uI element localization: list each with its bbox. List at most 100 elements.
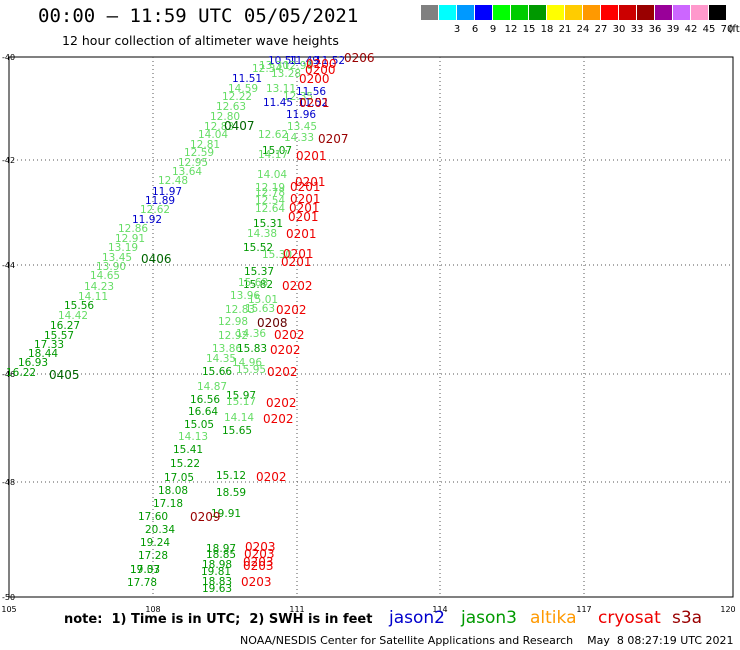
swh-observation: 14.04 — [257, 169, 287, 181]
satellite-pass-label: 0203 — [243, 555, 274, 569]
swh-observation: 13.30 — [259, 60, 289, 72]
swh-observation: 12.83 — [225, 304, 255, 316]
legend-swatch — [619, 5, 636, 20]
map-frame — [8, 56, 734, 598]
satellite-pass-label: 0201 — [296, 149, 327, 163]
swh-observation: 12.95 — [178, 157, 208, 169]
swh-observation: 15.57 — [44, 330, 74, 342]
swh-observation: 11.56 — [296, 86, 326, 98]
swh-observation: 20.34 — [145, 524, 175, 536]
swh-observation: 16.64 — [188, 406, 218, 418]
satellite-pass-label: 0201 — [295, 175, 326, 189]
swh-observation: 11.52 — [298, 97, 328, 109]
swh-observation: 15.05 — [184, 419, 214, 431]
swh-observation: 11.97 — [152, 186, 182, 198]
satellite-pass-label: 0206 — [344, 51, 375, 65]
satellite-pass-label: 0201 — [286, 227, 317, 241]
swh-observation: 16.27 — [50, 320, 80, 332]
swh-observation: 16.93 — [18, 357, 48, 369]
swh-observation: 11.89 — [145, 195, 175, 207]
swh-observation: 12.34 — [252, 63, 282, 75]
legend-swatch — [529, 5, 546, 20]
swh-observation: 15.52 — [243, 242, 273, 254]
swh-observation: 13.11 — [266, 83, 296, 95]
legend-label: 70 — [720, 24, 734, 35]
legend-label: 24 — [576, 24, 590, 35]
swh-observation: 18.44 — [28, 348, 58, 360]
satellite-pass-label: 0202 — [276, 303, 307, 317]
legend-swatch — [565, 5, 582, 20]
swh-observation: 12.98 — [283, 60, 313, 72]
swh-observation: 18.98 — [202, 559, 232, 571]
satellite-pass-label: 0209 — [190, 510, 221, 524]
swh-observation: 12.98 — [218, 316, 248, 328]
legend-swatch — [421, 5, 438, 20]
satellite-pass-label: 0201 — [283, 247, 314, 261]
page-title: 00:00 – 11:59 UTC 05/05/2021 — [38, 5, 359, 27]
swh-observation: 15.31 — [253, 218, 283, 230]
swh-observation: 12.92 — [218, 330, 248, 342]
swh-observation: 11.45 — [263, 97, 293, 109]
swh-observation: 15.63 — [245, 303, 275, 315]
legend-swatch — [673, 5, 690, 20]
swh-observation: 18.59 — [216, 487, 246, 499]
swh-observation: 14.65 — [90, 270, 120, 282]
satellite-pass-label: 0200 — [306, 57, 337, 71]
satellite-pass-label: 0203 — [245, 540, 276, 554]
satellite-pass-label: 0201 — [299, 96, 330, 110]
swh-observation: 12.59 — [184, 147, 214, 159]
satellite-pass-label: 0201 — [290, 192, 321, 206]
legend-label: 30 — [612, 24, 626, 35]
legend-swatch — [439, 5, 456, 20]
swh-observation: 14.42 — [58, 310, 88, 322]
satellite-pass-label: 0406 — [141, 252, 172, 266]
swh-observation: 15.30 — [262, 249, 292, 261]
swh-observation: 17.33 — [34, 339, 64, 351]
swh-observation: 19.91 — [211, 508, 241, 520]
swh-observation: 12.62 — [140, 204, 170, 216]
legend-swatch — [655, 5, 672, 20]
swh-observation: 19.24 — [140, 537, 170, 549]
lat-tick-label: -40 — [2, 53, 15, 62]
legend-label: 39 — [666, 24, 680, 35]
satellite-pass-label: 0200 — [305, 63, 336, 77]
swh-observation: 13.96 — [230, 290, 260, 302]
legend-label: 18 — [540, 24, 554, 35]
swh-observation: 16.22 — [6, 367, 36, 379]
legend-label: 27 — [594, 24, 608, 35]
swh-observation: 12.91 — [115, 233, 145, 245]
legend-swatch — [457, 5, 474, 20]
satellite-pass-label: 0208 — [257, 316, 288, 330]
satellite-pass-label: 0203 — [243, 559, 274, 573]
lat-tick-label: -50 — [2, 593, 15, 602]
swh-observation: 12.78 — [255, 187, 285, 199]
swh-observation: 12.80 — [210, 111, 240, 123]
swh-observation: 15.82 — [243, 279, 273, 291]
satellite-label-cryosat: cryosat — [598, 608, 661, 628]
swh-observation: 13.45 — [102, 252, 132, 264]
lon-tick-label: 114 — [432, 605, 447, 614]
legend-swatch — [709, 5, 726, 20]
swh-observation: 15.01 — [248, 294, 278, 306]
swh-observation: 15.65 — [222, 425, 252, 437]
swh-observation: 18.85 — [206, 549, 236, 561]
swh-observation: 11.92 — [132, 214, 162, 226]
lat-tick-label: -46 — [2, 370, 15, 379]
swh-observation: 12.83 — [204, 121, 234, 133]
swh-observation: 14.38 — [247, 228, 277, 240]
swh-observation: 11.96 — [286, 109, 316, 121]
swh-observation: 12.62 — [258, 129, 288, 141]
swh-observation: 15.37 — [244, 266, 274, 278]
swh-observation: 14.96 — [232, 357, 262, 369]
satellite-label-jason3: jason3 — [461, 608, 517, 628]
legend-label: 15 — [522, 24, 536, 35]
swh-observation: 12.63 — [216, 101, 246, 113]
swh-observation: 11.49 — [289, 55, 319, 67]
satellite-label-altika: altika — [530, 608, 577, 628]
legend-label: 42 — [684, 24, 698, 35]
swh-observation: 18.97 — [206, 543, 236, 555]
satellite-pass-label: 0201 — [288, 210, 319, 224]
legend-swatch — [583, 5, 600, 20]
swh-observation: 13.86 — [212, 343, 242, 355]
